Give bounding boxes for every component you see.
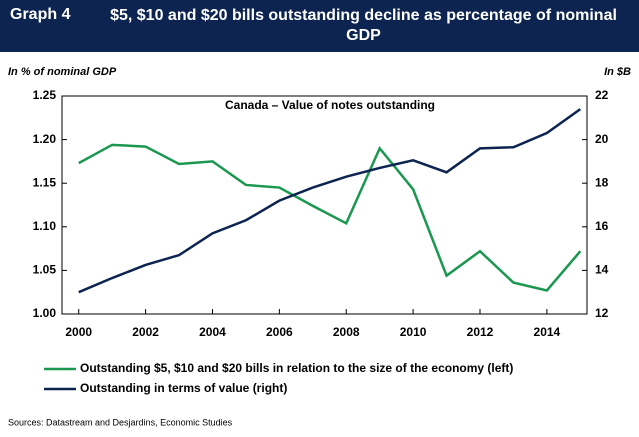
x-tick-label: 2012	[467, 325, 494, 339]
chart-title: $5, $10 and $20 bills outstanding declin…	[110, 7, 617, 44]
legend-label: Outstanding $5, $10 and $20 bills in rel…	[80, 361, 513, 375]
y2-tick-label: 22	[595, 88, 609, 102]
y-tick-label: 1.15	[33, 175, 57, 189]
legend-label: Outstanding in terms of value (right)	[80, 381, 287, 395]
y-tick-label: 1.10	[33, 219, 57, 233]
x-tick-label: 2014	[534, 325, 561, 339]
y2-tick-label: 20	[595, 132, 609, 146]
y-tick-label: 1.20	[33, 132, 57, 146]
series-line	[78, 108, 582, 294]
chart-subtitle: Canada – Value of notes outstanding	[225, 98, 435, 112]
x-tick-label: 2000	[65, 325, 92, 339]
x-tick-label: 2010	[400, 325, 427, 339]
y2-tick-label: 16	[595, 219, 609, 233]
y2-tick-label: 12	[595, 306, 609, 320]
header: Graph 4 $5, $10 and $20 bills outstandin…	[0, 0, 639, 52]
y-tick-label: 1.25	[33, 88, 57, 102]
source-note: Sources: Datastream and Desjardins, Econ…	[8, 417, 233, 427]
graph-label: Graph 4	[10, 6, 71, 23]
y2-tick-label: 14	[595, 263, 609, 277]
y2-axis-label: In $B	[604, 66, 631, 78]
y-tick-label: 1.00	[33, 306, 57, 320]
series-line	[78, 143, 582, 292]
x-tick-label: 2006	[266, 325, 293, 339]
x-tick-label: 2004	[199, 325, 226, 339]
x-tick-label: 2008	[333, 325, 360, 339]
x-tick-label: 2002	[132, 325, 159, 339]
plot-frame	[61, 95, 588, 315]
y-axis-label: In % of nominal GDP	[8, 66, 117, 78]
y2-tick-label: 18	[595, 175, 609, 189]
y-tick-label: 1.05	[33, 263, 57, 277]
